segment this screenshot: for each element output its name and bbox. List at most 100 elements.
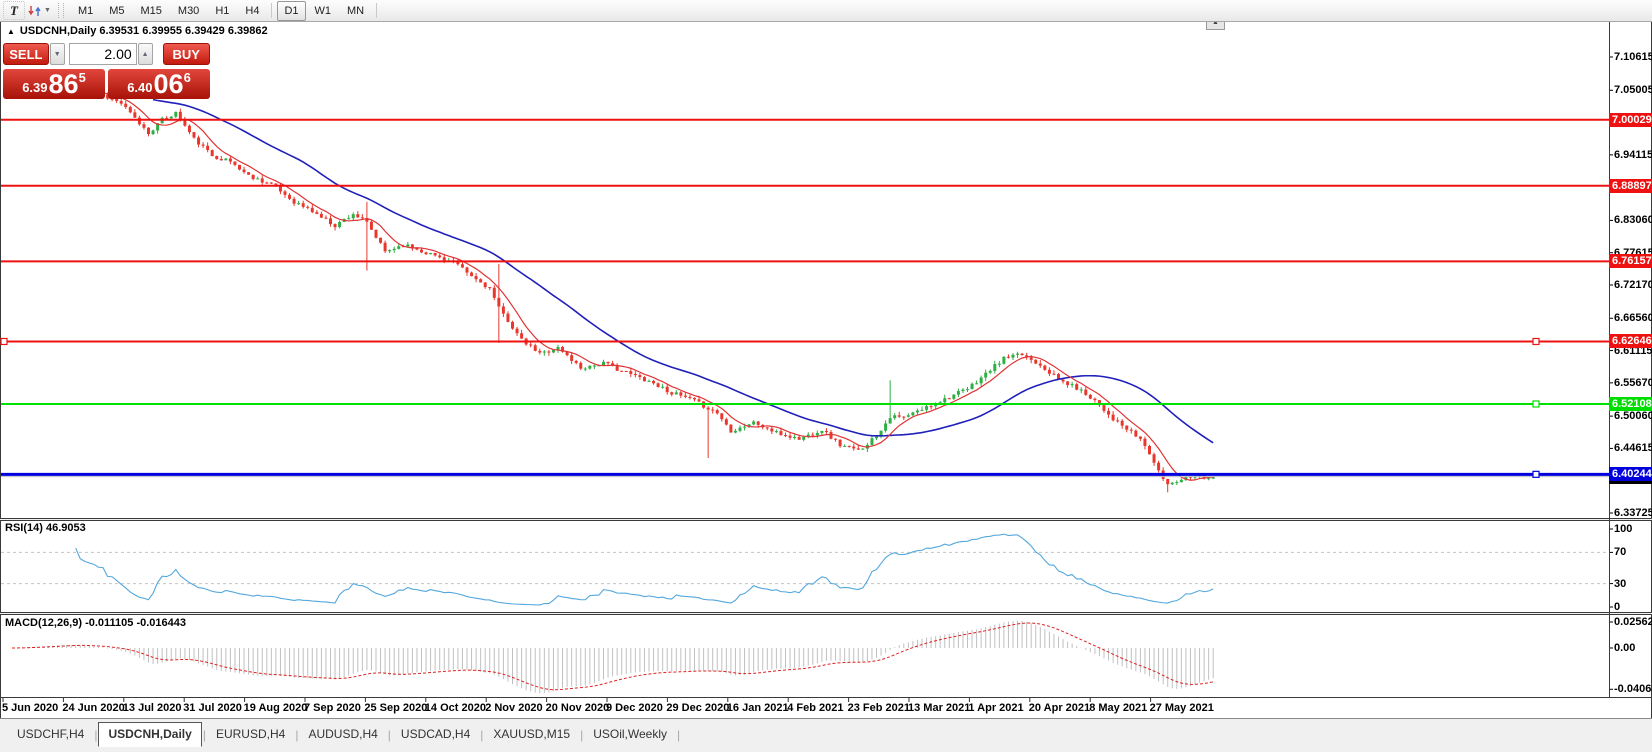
- tab-separator: |: [677, 728, 681, 742]
- timeframe-mn[interactable]: MN: [347, 4, 365, 17]
- timeframe-h1[interactable]: H1: [215, 4, 230, 17]
- date-tick-label: 27 May 2021: [1149, 702, 1214, 714]
- sell-price-big: 86: [48, 68, 79, 99]
- buy-price-display[interactable]: 6.40 06 6: [108, 69, 210, 99]
- date-tick-label: 13 Jul 2020: [122, 702, 182, 714]
- text-tool-icon: T: [10, 2, 18, 18]
- date-tick-label: 14 Oct 2020: [424, 702, 486, 714]
- date-tick-label: 20 Apr 2021: [1028, 702, 1091, 714]
- main-chart-panel[interactable]: [0, 22, 1652, 519]
- buy-price-big: 06: [153, 68, 184, 99]
- timeframe-m15[interactable]: M15: [140, 4, 162, 17]
- date-tick-label: 4 Feb 2021: [787, 702, 844, 714]
- level-label-6.62646[interactable]: 6.62646: [1609, 334, 1652, 349]
- indicator-arrows-button[interactable]: ▼: [27, 1, 52, 20]
- tab-eurusd[interactable]: EURUSD,H4: [215, 727, 286, 741]
- tab-separator: |: [202, 728, 206, 742]
- toolbar-separator: [271, 3, 273, 18]
- date-tick-label: 5 Jun 2020: [2, 702, 59, 714]
- timeframe-m1[interactable]: M1: [77, 4, 94, 17]
- top-toolbar: T ▼ M1 M5 M15 M30 H1 H4 D1 W1 MN: [0, 0, 1652, 22]
- price-tick: 7.10615: [1614, 51, 1652, 63]
- price-tick: 6.83060: [1614, 214, 1652, 227]
- tab-separator: |: [580, 728, 584, 742]
- trade-prices-row: 6.39 86 5 6.40 06 6: [3, 69, 210, 99]
- volume-decrease-button[interactable]: ▼: [49, 43, 65, 65]
- date-tick-label: 9 Dec 2020: [606, 702, 663, 714]
- timeframe-m5[interactable]: M5: [109, 4, 125, 17]
- tab-separator: |: [480, 728, 484, 742]
- level-label-7.00029[interactable]: 7.00029: [1609, 112, 1652, 127]
- date-tick-label: 7 Sep 2020: [304, 702, 361, 714]
- macd-tick: 0.025623: [1614, 616, 1652, 628]
- rsi-panel[interactable]: [0, 520, 1652, 613]
- date-tick-label: 20 Nov 2020: [545, 702, 610, 714]
- macd-tick: -0.040687: [1614, 683, 1652, 696]
- volume-up-icon: ▲: [141, 50, 149, 58]
- buy-button[interactable]: BUY: [162, 43, 210, 65]
- text-tool-button[interactable]: T: [3, 1, 25, 20]
- tab-usoil[interactable]: USOil,Weekly: [593, 727, 668, 741]
- buy-price-prefix: 6.40: [127, 80, 153, 95]
- tab-separator: |: [94, 728, 98, 742]
- price-tick: 6.94115: [1614, 148, 1652, 161]
- toolbar-grip[interactable]: [57, 3, 64, 18]
- chevron-down-icon: ▼: [44, 7, 51, 14]
- price-tick: 7.05005: [1614, 84, 1652, 97]
- tab-audusd[interactable]: AUDUSD,H4: [308, 727, 378, 741]
- level-label-6.52108[interactable]: 6.52108: [1609, 396, 1652, 411]
- level-label-6.88897[interactable]: 6.88897: [1609, 178, 1652, 193]
- chart-title-text: USDCNH,Daily 6.39531 6.39955 6.39429 6.3…: [19, 25, 268, 37]
- price-tick: 6.33725: [1614, 507, 1652, 519]
- scroll-up-icon: ▲: [1212, 19, 1219, 26]
- volume-input[interactable]: [68, 43, 137, 65]
- tab-separator: |: [387, 728, 391, 742]
- date-tick-label: 8 May 2021: [1089, 702, 1148, 714]
- sell-button[interactable]: SELL: [3, 43, 49, 65]
- date-tick-label: 25 Sep 2020: [364, 702, 428, 714]
- sell-price-prefix: 6.39: [22, 80, 48, 95]
- tab-usdcnh[interactable]: USDCNH,Daily: [98, 722, 202, 747]
- volume-increase-button[interactable]: ▲: [137, 43, 153, 65]
- trade-controls-row: SELL ▼ ▲ BUY: [3, 42, 210, 66]
- arrows-icon: [28, 5, 41, 16]
- price-tick: 6.50060: [1614, 410, 1652, 423]
- level-label-6.76157[interactable]: 6.76157: [1609, 254, 1652, 269]
- price-tick: 6.55670: [1614, 376, 1652, 389]
- sell-price-display[interactable]: 6.39 86 5: [3, 69, 105, 99]
- date-tick-label: 1 Apr 2021: [968, 702, 1024, 714]
- tab-usdcad[interactable]: USDCAD,H4: [400, 727, 471, 741]
- date-tick-label: 23 Feb 2021: [847, 702, 910, 714]
- timeframe-h4[interactable]: H4: [245, 4, 260, 17]
- rsi-tick: 100: [1614, 523, 1633, 535]
- tab-xauusd[interactable]: XAUUSD,M15: [493, 727, 571, 741]
- macd-tick: 0.00: [1614, 642, 1636, 654]
- tab-separator: |: [295, 728, 299, 742]
- timeframe-m30[interactable]: M30: [177, 4, 200, 17]
- timeframe-w1[interactable]: W1: [314, 4, 332, 17]
- date-tick-label: 16 Jan 2021: [726, 702, 789, 714]
- rsi-tick: 70: [1614, 546, 1627, 559]
- timeframe-d1[interactable]: D1: [277, 0, 306, 21]
- macd-label: MACD(12,26,9) -0.011105 -0.016443: [5, 617, 187, 629]
- tab-usdchf[interactable]: USDCHF,H4: [17, 727, 85, 741]
- sell-price-sup: 5: [78, 70, 86, 85]
- timeframe-buttons: M1 M5 M15 M30 H1 H4 D1 W1 MN: [70, 0, 381, 21]
- level-label-6.40244[interactable]: 6.40244: [1609, 467, 1652, 482]
- toolbar-separator: [376, 3, 378, 18]
- price-tick: 6.44615: [1614, 442, 1652, 455]
- rsi-tick: 30: [1614, 577, 1627, 590]
- buy-price-sup: 6: [183, 70, 191, 85]
- date-tick-label: 29 Dec 2020: [666, 702, 730, 714]
- price-tick: 6.66560: [1614, 312, 1652, 325]
- price-tick: 6.72170: [1614, 279, 1652, 291]
- date-tick-label: 13 Mar 2021: [908, 702, 971, 714]
- volume-down-icon: ▼: [53, 50, 61, 58]
- chart-tabbar: USDCHF,H4 | USDCNH,Daily | EURUSD,H4 | AUDUSD,…: [0, 718, 1652, 747]
- macd-panel[interactable]: [0, 614, 1652, 698]
- date-tick-label: 19 Aug 2020: [243, 702, 308, 714]
- rsi-label: RSI(14) 46.9053: [5, 522, 86, 534]
- collapse-icon[interactable]: ▲: [7, 27, 15, 36]
- date-tick-label: 24 Jun 2020: [62, 702, 125, 714]
